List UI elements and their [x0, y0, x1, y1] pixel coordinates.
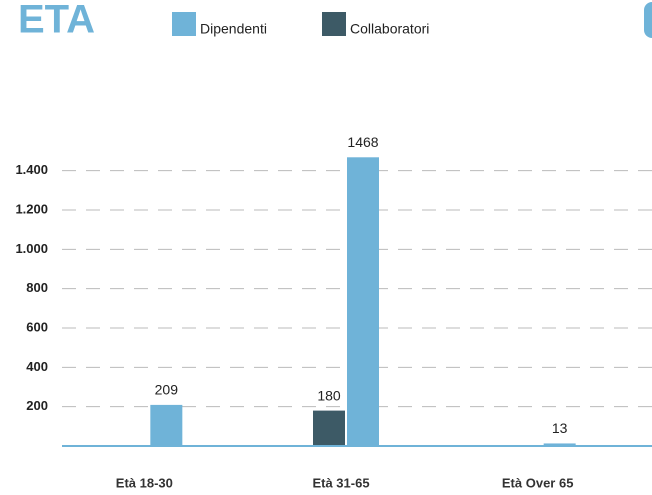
value-label: 180	[317, 387, 341, 403]
bar	[150, 404, 183, 446]
y-tick-label: 1.200	[15, 201, 48, 216]
button-edge[interactable]	[644, 2, 652, 38]
x-tick-label: Età Over 65	[502, 475, 574, 490]
y-tick-label: 400	[26, 359, 48, 374]
y-tick-label: 1.400	[15, 162, 48, 177]
legend-swatch	[172, 12, 196, 36]
chart-title: ETA	[18, 0, 95, 42]
legend-label: Dipendenti	[200, 21, 267, 37]
x-tick-label: Età 18-30	[116, 475, 173, 490]
y-tick-label: 600	[26, 319, 48, 334]
legend-swatch	[322, 12, 346, 36]
x-tick-label: Età 31-65	[312, 475, 369, 490]
bar	[543, 443, 576, 446]
value-label: 1468	[347, 134, 378, 150]
y-tick-label: 200	[26, 398, 48, 413]
bar	[313, 410, 345, 446]
y-tick-label: 1.000	[15, 241, 48, 256]
value-label: 13	[552, 420, 568, 436]
bar	[347, 157, 379, 446]
value-label: 209	[155, 382, 179, 398]
legend-label: Collaboratori	[350, 21, 429, 37]
y-tick-label: 800	[26, 280, 48, 295]
